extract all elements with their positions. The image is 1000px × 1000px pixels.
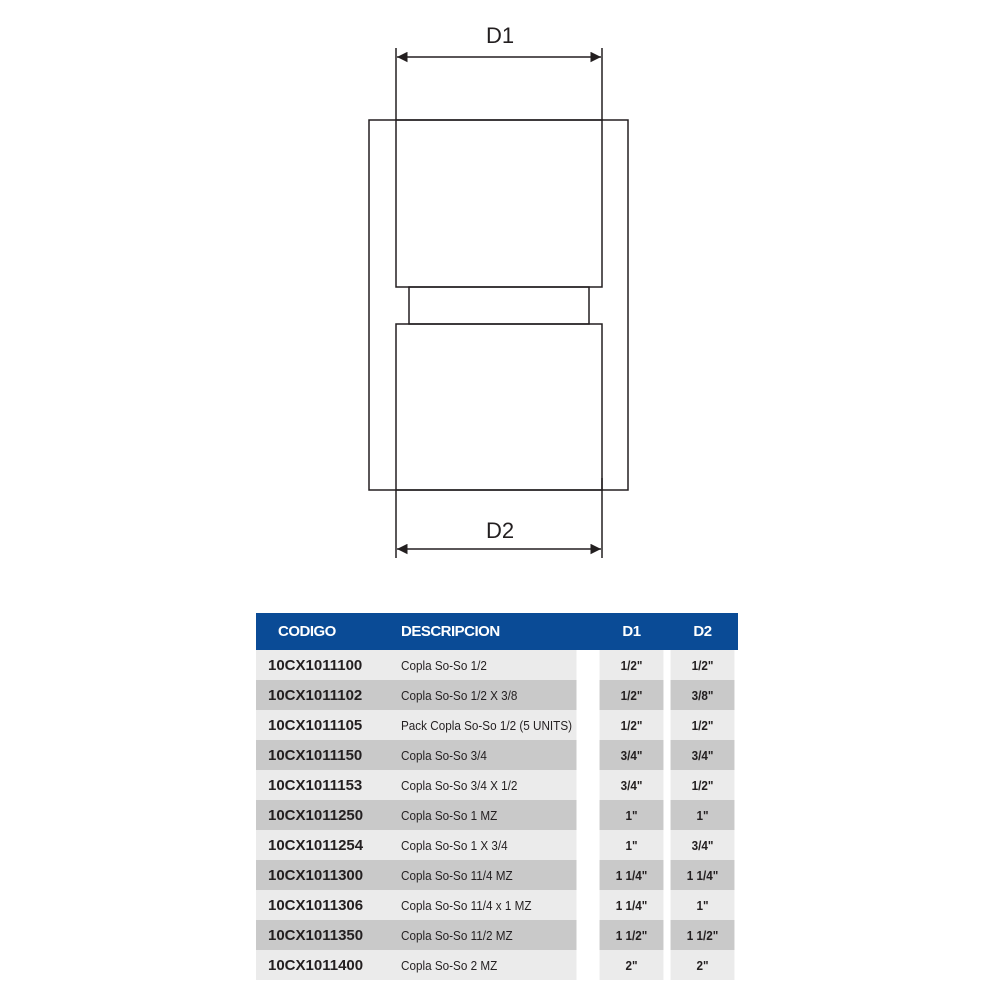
d1-cell: 1" bbox=[599, 830, 664, 860]
product-table: CODIGO DESCRIPCION D1 D2 10CX1011100 Copl… bbox=[256, 613, 738, 980]
d2-cell: 1 1/4" bbox=[670, 860, 735, 890]
d1-cell: 1/2" bbox=[599, 650, 664, 680]
table-row: 10CX1011400 Copla So-So 2 MZ 2" 2" bbox=[256, 950, 738, 980]
header-d1: D1 bbox=[596, 613, 667, 650]
table-row: 10CX1011306 Copla So-So 11/4 x 1 MZ 1 1/4"… bbox=[256, 890, 738, 920]
d1-cell: 1/2" bbox=[599, 680, 664, 710]
d2-cell: 1" bbox=[670, 890, 735, 920]
d2-cell: 1/2" bbox=[670, 710, 735, 740]
header-codigo: CODIGO bbox=[256, 613, 401, 650]
table-row: 10CX1011100 Copla So-So 1/2 1/2" 1/2" bbox=[256, 650, 738, 680]
code-cell: 10CX1011150 bbox=[256, 740, 401, 770]
code-cell: 10CX1011306 bbox=[256, 890, 401, 920]
code-cell: 10CX1011300 bbox=[256, 860, 401, 890]
d1-cell: 3/4" bbox=[599, 770, 664, 800]
description-cell: Copla So-So 1 X 3/4 bbox=[401, 830, 577, 860]
d2-label: D2 bbox=[486, 518, 514, 543]
description-cell: Copla So-So 11/4 x 1 MZ bbox=[401, 890, 577, 920]
lower-socket bbox=[395, 323, 603, 491]
d1-cell: 1 1/2" bbox=[599, 920, 664, 950]
d1-cell: 1 1/4" bbox=[599, 890, 664, 920]
code-cell: 10CX1011102 bbox=[256, 680, 401, 710]
d2-cell: 3/8" bbox=[670, 680, 735, 710]
table-row: 10CX1011250 Copla So-So 1 MZ 1" 1" bbox=[256, 800, 738, 830]
description-cell: Copla So-So 2 MZ bbox=[401, 950, 577, 980]
d2-cell: 1 1/2" bbox=[670, 920, 735, 950]
description-cell: Copla So-So 11/4 MZ bbox=[401, 860, 577, 890]
d2-cell: 2" bbox=[670, 950, 735, 980]
code-cell: 10CX1011100 bbox=[256, 650, 401, 680]
code-cell: 10CX1011105 bbox=[256, 710, 401, 740]
code-cell: 10CX1011153 bbox=[256, 770, 401, 800]
code-cell: 10CX1011254 bbox=[256, 830, 401, 860]
table-header: CODIGO DESCRIPCION D1 D2 bbox=[256, 613, 738, 650]
center-stop bbox=[408, 286, 590, 325]
d2-cell: 1/2" bbox=[670, 650, 735, 680]
code-cell: 10CX1011250 bbox=[256, 800, 401, 830]
table-row: 10CX1011105 Pack Copla So-So 1/2 (5 UNITS… bbox=[256, 710, 738, 740]
d1-cell: 2" bbox=[599, 950, 664, 980]
table-row: 10CX1011153 Copla So-So 3/4 X 1/2 3/4" 1/2" bbox=[256, 770, 738, 800]
d1-label: D1 bbox=[486, 23, 514, 48]
table-row: 10CX1011254 Copla So-So 1 X 3/4 1" 3/4" bbox=[256, 830, 738, 860]
table-row: 10CX1011150 Copla So-So 3/4 3/4" 3/4" bbox=[256, 740, 738, 770]
description-cell: Copla So-So 3/4 bbox=[401, 740, 577, 770]
description-cell: Copla So-So 1/2 X 3/8 bbox=[401, 680, 577, 710]
description-cell: Pack Copla So-So 1/2 (5 UNITS) bbox=[401, 710, 577, 740]
header-d2: D2 bbox=[667, 613, 738, 650]
d1-cell: 3/4" bbox=[599, 740, 664, 770]
d2-cell: 1/2" bbox=[670, 770, 735, 800]
table-row: 10CX1011350 Copla So-So 11/2 MZ 1 1/2" 1 1/… bbox=[256, 920, 738, 950]
table-row: 10CX1011102 Copla So-So 1/2 X 3/8 1/2" 3/8" bbox=[256, 680, 738, 710]
description-cell: Copla So-So 11/2 MZ bbox=[401, 920, 577, 950]
d1-cell: 1" bbox=[599, 800, 664, 830]
code-cell: 10CX1011400 bbox=[256, 950, 401, 980]
coupling-diagram: D1 D2 bbox=[368, 23, 629, 558]
table-row: 10CX1011300 Copla So-So 11/4 MZ 1 1/4" 1 1/… bbox=[256, 860, 738, 890]
d2-cell: 3/4" bbox=[670, 740, 735, 770]
d1-cell: 1 1/4" bbox=[599, 860, 664, 890]
description-cell: Copla So-So 3/4 X 1/2 bbox=[401, 770, 577, 800]
upper-socket bbox=[395, 119, 603, 288]
description-cell: Copla So-So 1 MZ bbox=[401, 800, 577, 830]
header-descripcion: DESCRIPCION bbox=[401, 613, 596, 650]
d2-cell: 3/4" bbox=[670, 830, 735, 860]
d2-cell: 1" bbox=[670, 800, 735, 830]
description-cell: Copla So-So 1/2 bbox=[401, 650, 577, 680]
d1-cell: 1/2" bbox=[599, 710, 664, 740]
code-cell: 10CX1011350 bbox=[256, 920, 401, 950]
